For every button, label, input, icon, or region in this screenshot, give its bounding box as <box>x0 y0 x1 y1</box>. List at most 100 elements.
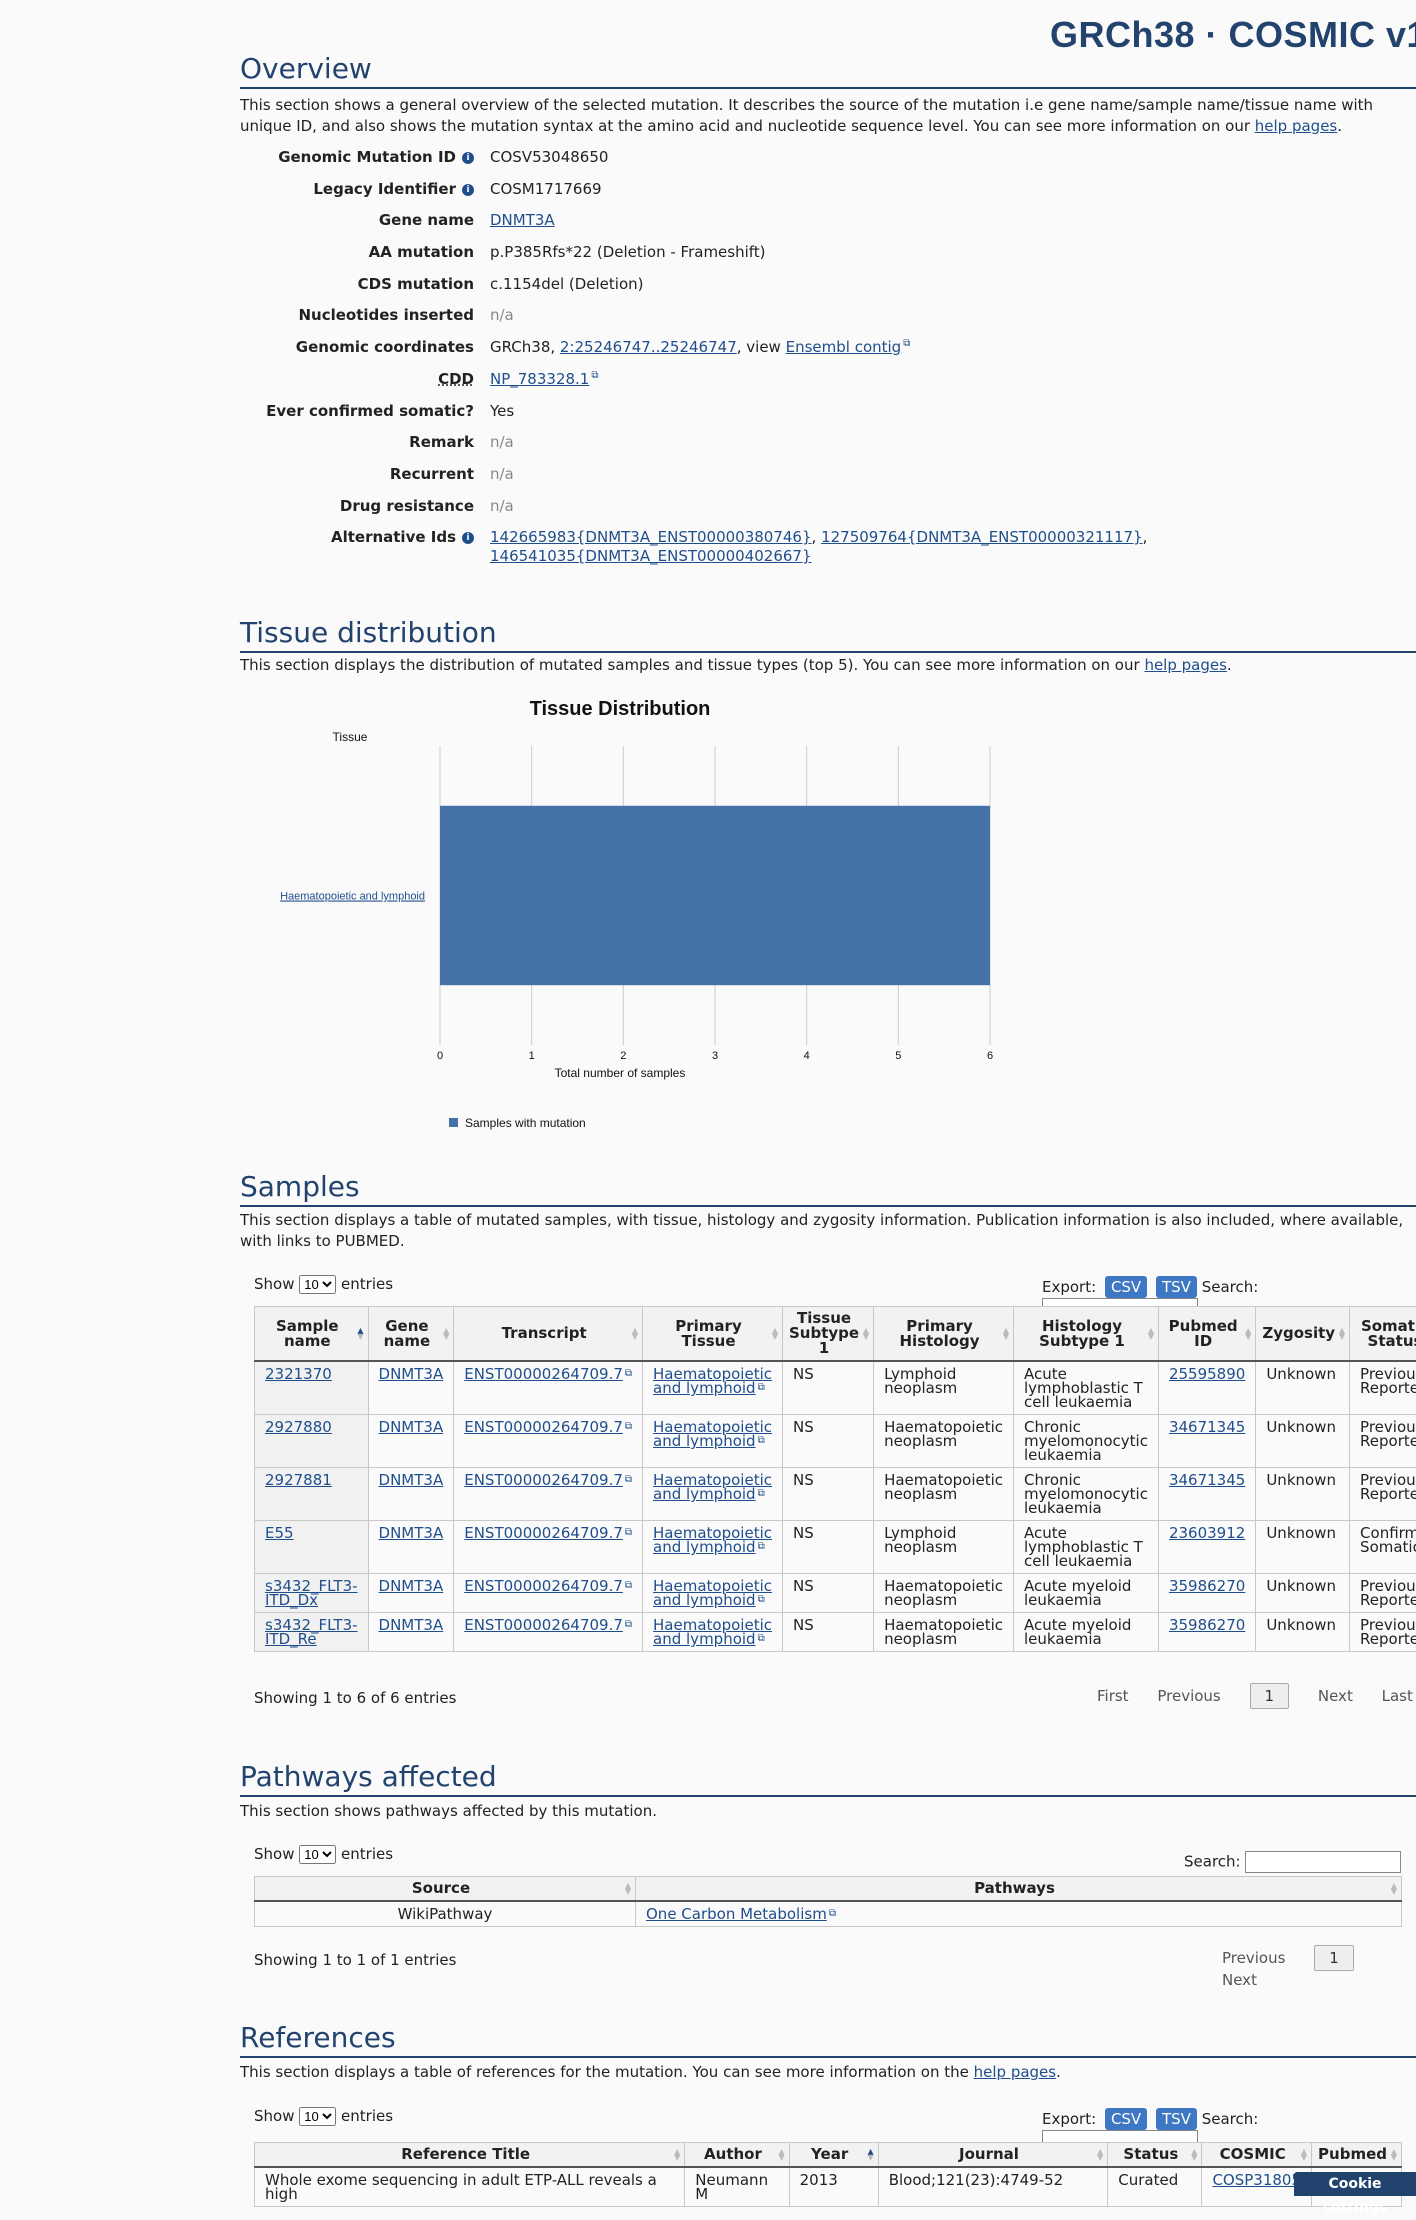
cookie-settings-button[interactable]: Cookie settings <box>1294 2172 1416 2196</box>
category-label-link[interactable]: Haematopoietic and lymphoid <box>280 891 425 903</box>
transcript-link[interactable]: ENST00000264709.7 <box>464 1577 623 1595</box>
col-header[interactable]: Year▲▼ <box>789 2143 878 2168</box>
tissue-link[interactable]: Haematopoietic and lymphoid <box>653 1616 772 1648</box>
table-row: 2927881 DNMT3A ENST00000264709.7⧉ Haematopo… <box>255 1468 1416 1521</box>
col-header[interactable]: Reference Title▲▼ <box>255 2143 685 2168</box>
transcript-link[interactable]: ENST00000264709.7 <box>464 1616 623 1634</box>
external-link-icon: ⧉ <box>758 1633 765 1644</box>
ensembl-contig-link[interactable]: Ensembl contig <box>786 338 902 356</box>
col-header[interactable]: Primary Tissue▲▼ <box>643 1307 783 1362</box>
overview-help-link[interactable]: help pages <box>1255 117 1337 135</box>
next-page-button[interactable]: Next <box>1318 1687 1353 1705</box>
sample-link[interactable]: E55 <box>265 1524 294 1542</box>
gene-link[interactable]: DNMT3A <box>379 1577 444 1595</box>
col-header[interactable]: Transcript▲▼ <box>454 1307 643 1362</box>
table-cell: 2927880 <box>255 1415 369 1468</box>
col-header[interactable]: Status▲▼ <box>1108 2143 1202 2168</box>
current-page-button[interactable]: 1 <box>1314 1945 1354 1971</box>
col-header[interactable]: Tissue Subtype 1▲▼ <box>782 1307 873 1362</box>
csv-export-button[interactable]: CSV <box>1105 1276 1147 1298</box>
sample-link[interactable]: 2927880 <box>265 1418 332 1436</box>
samples-table: Sample name▲▼Gene name▲▼Transcript▲▼Prim… <box>254 1306 1416 1652</box>
col-header[interactable]: Zygosity▲▼ <box>1256 1307 1350 1362</box>
col-header[interactable]: Histology Subtype 1▲▼ <box>1014 1307 1159 1362</box>
gene-link[interactable]: DNMT3A <box>379 1471 444 1489</box>
col-header[interactable]: Gene name▲▼ <box>368 1307 454 1362</box>
tissue-link[interactable]: Haematopoietic and lymphoid <box>653 1365 772 1397</box>
info-icon[interactable]: i <box>462 184 474 196</box>
tissue-desc-text: This section displays the distribution o… <box>240 656 1144 674</box>
transcript-link[interactable]: ENST00000264709.7 <box>464 1471 623 1489</box>
col-header[interactable]: Author▲▼ <box>685 2143 789 2168</box>
references-page-size-select[interactable]: 10 <box>299 2107 336 2126</box>
cdd-link[interactable]: NP_783328.1 <box>490 370 589 388</box>
samples-length-control: Show 10 entries <box>254 1275 393 1294</box>
gene-link[interactable]: DNMT3A <box>379 1418 444 1436</box>
show-label: Show <box>254 1845 294 1863</box>
sort-icon: ▲▼ <box>357 1328 363 1340</box>
gene-link[interactable]: DNMT3A <box>490 211 555 229</box>
col-header[interactable]: Somatic Status▲▼ <box>1350 1307 1416 1362</box>
tissue-link[interactable]: Haematopoietic and lymphoid <box>653 1471 772 1503</box>
pubmed-link[interactable]: 35986270 <box>1169 1577 1245 1595</box>
previous-page-button[interactable]: Previous <box>1157 1687 1220 1705</box>
external-link-icon: ⧉ <box>625 1474 632 1485</box>
gene-link[interactable]: DNMT3A <box>379 1524 444 1542</box>
pathways-search-input[interactable] <box>1245 1851 1401 1873</box>
table-cell: Blood;121(23):4749-52 <box>878 2167 1108 2207</box>
previous-page-button[interactable]: Previous <box>1222 1949 1285 1967</box>
sample-link[interactable]: s3432_FLT3-ITD_Dx <box>265 1577 358 1609</box>
csv-export-button[interactable]: CSV <box>1105 2108 1147 2130</box>
table-row: s3432_FLT3-ITD_Dx DNMT3A ENST00000264709.7… <box>255 1574 1416 1613</box>
gene-link[interactable]: DNMT3A <box>379 1365 444 1383</box>
col-header[interactable]: Journal▲▼ <box>878 2143 1108 2168</box>
tissue-link[interactable]: Haematopoietic and lymphoid <box>653 1524 772 1556</box>
col-header[interactable]: Sample name▲▼ <box>255 1307 369 1362</box>
tissue-link[interactable]: Haematopoietic and lymphoid <box>653 1577 772 1609</box>
col-header[interactable]: COSMIC▲▼ <box>1202 2143 1312 2168</box>
tissue-link[interactable]: Haematopoietic and lymphoid <box>653 1418 772 1450</box>
cosmic-paper-link[interactable]: COSP31805 <box>1212 2171 1301 2189</box>
transcript-link[interactable]: ENST00000264709.7 <box>464 1524 623 1542</box>
pathways-heading: Pathways affected <box>240 1760 1416 1797</box>
col-header[interactable]: Pubmed▲▼ <box>1312 2143 1402 2168</box>
pubmed-link[interactable]: 25595890 <box>1169 1365 1245 1383</box>
references-help-link[interactable]: help pages <box>974 2063 1056 2081</box>
info-icon[interactable]: i <box>462 152 474 164</box>
tsv-export-button[interactable]: TSV <box>1156 1276 1197 1298</box>
transcript-link[interactable]: ENST00000264709.7 <box>464 1365 623 1383</box>
entries-label: entries <box>341 1845 393 1863</box>
last-page-button[interactable]: Last <box>1382 1687 1413 1705</box>
tissue-help-link[interactable]: help pages <box>1144 656 1226 674</box>
alt-id-link[interactable]: 146541035{DNMT3A_ENST00000402667} <box>490 547 812 565</box>
sample-link[interactable]: 2927881 <box>265 1471 332 1489</box>
col-header-pathways[interactable]: Pathways▲▼ <box>636 1877 1402 1902</box>
pubmed-link[interactable]: 34671345 <box>1169 1471 1245 1489</box>
alt-id-link[interactable]: 142665983{DNMT3A_ENST00000380746} <box>490 528 812 546</box>
info-icon[interactable]: i <box>462 532 474 544</box>
pubmed-link[interactable]: 34671345 <box>1169 1418 1245 1436</box>
next-page-button[interactable]: Next <box>1222 1971 1257 1989</box>
x-tick-label: 3 <box>712 1050 718 1062</box>
col-header[interactable]: Primary Histology▲▼ <box>874 1307 1014 1362</box>
current-page-button[interactable]: 1 <box>1250 1683 1290 1709</box>
pubmed-link[interactable]: 23603912 <box>1169 1524 1245 1542</box>
col-header-source[interactable]: Source▲▼ <box>255 1877 636 1902</box>
samples-page-size-select[interactable]: 10 <box>299 1275 336 1294</box>
sort-icon: ▲▼ <box>1003 1328 1009 1340</box>
first-page-button[interactable]: First <box>1097 1687 1129 1705</box>
tsv-export-button[interactable]: TSV <box>1156 2108 1197 2130</box>
sample-link[interactable]: s3432_FLT3-ITD_Re <box>265 1616 358 1648</box>
transcript-link[interactable]: ENST00000264709.7 <box>464 1418 623 1436</box>
col-header[interactable]: Pubmed ID▲▼ <box>1158 1307 1255 1362</box>
alt-id-link[interactable]: 127509764{DNMT3A_ENST00000321117} <box>821 528 1143 546</box>
x-tick-label: 0 <box>437 1050 443 1062</box>
samples-pagination: First Previous 1 Next Last <box>1073 1683 1413 1709</box>
pubmed-link[interactable]: 35986270 <box>1169 1616 1245 1634</box>
pathway-link[interactable]: One Carbon Metabolism <box>646 1905 827 1923</box>
coordinates-link[interactable]: 2:25246747..25246747 <box>560 338 737 356</box>
pathways-page-size-select[interactable]: 10 <box>299 1845 336 1864</box>
table-cell: Acute myeloid leukaemia <box>1014 1613 1159 1652</box>
gene-link[interactable]: DNMT3A <box>379 1616 444 1634</box>
sample-link[interactable]: 2321370 <box>265 1365 332 1383</box>
